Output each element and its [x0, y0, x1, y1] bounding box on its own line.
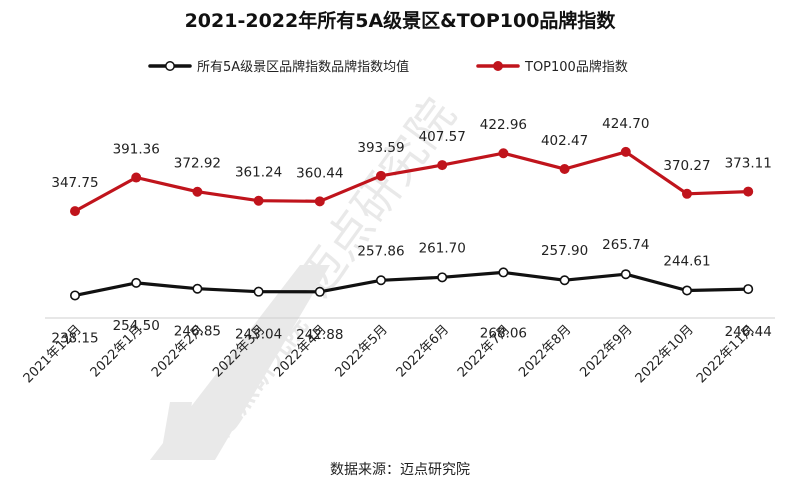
legend: 所有5A级景区品牌指数品牌指数均值 TOP100品牌指数: [148, 59, 628, 75]
data-point: [559, 163, 570, 174]
series-layer: 238.15 254.50 246.85 243.04 242.88 257.86 261.…: [51, 116, 771, 347]
data-point: [192, 283, 203, 294]
chart-title: 2021-2022年所有5A级景区&TOP100品牌指数: [185, 9, 617, 32]
data-label: 244.61: [663, 253, 710, 269]
legend-label: TOP100品牌指数: [524, 59, 628, 75]
series-5a-mean: 238.15 254.50 246.85 243.04 242.88 257.86 261.…: [51, 237, 771, 346]
data-label: 265.74: [602, 237, 649, 253]
data-point: [131, 277, 142, 288]
data-point: [559, 275, 570, 286]
legend-swatch-marker: [165, 61, 175, 71]
data-label: 402.47: [541, 133, 588, 149]
data-label: 370.27: [663, 158, 710, 174]
legend-swatch-marker: [493, 61, 503, 71]
data-label: 393.59: [357, 140, 404, 156]
data-label: 246.85: [174, 324, 221, 340]
data-point: [192, 186, 203, 197]
data-label: 254.50: [113, 318, 160, 334]
data-point: [437, 160, 448, 171]
data-label: 243.04: [235, 327, 282, 343]
data-point: [743, 284, 754, 295]
data-point: [681, 285, 692, 296]
data-label: 360.44: [296, 165, 343, 181]
data-label: 268.06: [480, 325, 527, 341]
series-line: [73, 150, 750, 213]
data-point: [681, 188, 692, 199]
data-label: 261.70: [419, 240, 466, 256]
x-tick-label: 2022年6月: [394, 322, 452, 380]
data-label: 372.92: [174, 156, 221, 172]
data-point: [253, 286, 264, 297]
data-label: 422.96: [480, 117, 527, 133]
data-point: [743, 186, 754, 197]
data-point: [70, 206, 81, 217]
x-tick-label: 2022年10月: [633, 322, 697, 386]
data-point: [498, 267, 509, 278]
data-point: [498, 148, 509, 159]
data-label: 238.15: [51, 330, 98, 346]
data-point: [620, 269, 631, 280]
watermark-logo-accent: [160, 402, 192, 460]
data-label: 246.44: [725, 324, 772, 340]
data-label: 407.57: [419, 129, 466, 145]
series-top100: 347.75 391.36 372.92 361.24 360.44 393.59 407.…: [51, 116, 772, 217]
source-note: 数据来源：迈点研究院: [330, 462, 470, 478]
watermark-logo-shape: [150, 265, 330, 460]
data-label: 361.24: [235, 165, 282, 181]
data-label: 257.90: [541, 243, 588, 259]
data-point: [253, 195, 264, 206]
data-point: [314, 286, 325, 297]
data-point: [375, 170, 386, 181]
series-line: [73, 270, 750, 297]
data-label: 257.86: [357, 243, 404, 259]
legend-label: 所有5A级景区品牌指数品牌指数均值: [197, 59, 409, 75]
data-point: [70, 290, 81, 301]
data-point: [131, 172, 142, 183]
data-point: [375, 275, 386, 286]
data-point: [314, 196, 325, 207]
data-label: 347.75: [51, 175, 98, 191]
data-point: [620, 146, 631, 157]
data-label: 391.36: [113, 142, 160, 158]
data-label: 424.70: [602, 116, 649, 132]
data-label: 242.88: [296, 327, 343, 343]
data-point: [437, 272, 448, 283]
data-label: 373.11: [725, 156, 772, 172]
x-tick-label: 2022年9月: [577, 322, 635, 380]
